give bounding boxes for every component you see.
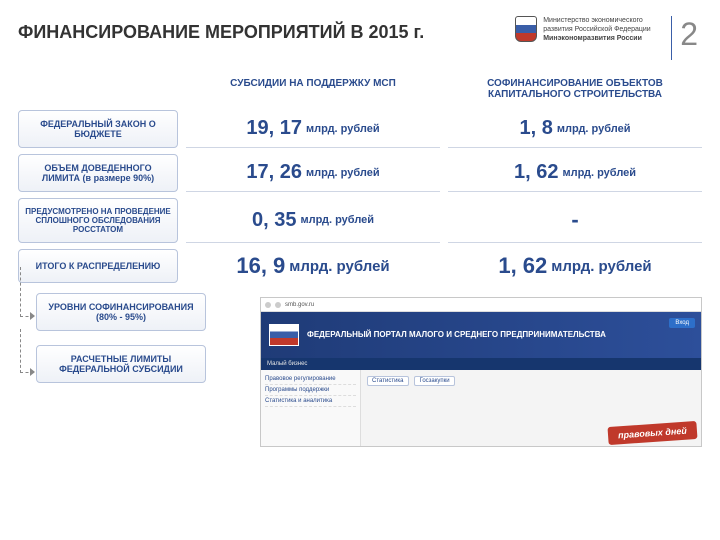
unit: млрд. рублей xyxy=(306,167,380,179)
value: 19, 17 xyxy=(246,117,302,140)
unit: млрд. рублей xyxy=(557,123,631,135)
portal-screenshot: smb.gov.ru ФЕДЕРАЛЬНЫЙ ПОРТАЛ МАЛОГО И С… xyxy=(260,297,702,447)
portal-nav: Малый бизнес xyxy=(261,358,701,370)
page-number: 2 xyxy=(680,16,702,53)
table-row: ФЕДЕРАЛЬНЫЙ ЗАКОН О БЮДЖЕТЕ 19, 17 млрд.… xyxy=(18,110,702,148)
portal-sidebar: Правовое регулирование Программы поддерж… xyxy=(261,370,361,446)
flow-box1-line1: УРОВНИ СОФИНАНСИРОВАНИЯ xyxy=(43,302,199,312)
unit: млрд. рублей xyxy=(562,167,636,179)
cell-r1-c2: 1, 8 млрд. рублей xyxy=(448,110,702,148)
flow-box1-line2: (80% - 95%) xyxy=(43,312,199,322)
portal-body: Правовое регулирование Программы поддерж… xyxy=(261,370,701,446)
value: 17, 26 xyxy=(246,161,302,184)
url-text: smb.gov.ru xyxy=(285,302,314,308)
column-header-subsidies: СУБСИДИИ НА ПОДДЕРЖКУ МСП xyxy=(186,74,440,104)
portal-title: ФЕДЕРАЛЬНЫЙ ПОРТАЛ МАЛОГО И СРЕДНЕГО ПРЕ… xyxy=(307,330,606,340)
tag: Госзакупки xyxy=(414,376,454,386)
cell-r3-c1: 0, 35 млрд. рублей xyxy=(186,198,440,243)
cell-r4-c1: 16, 9 млрд. рублей xyxy=(186,249,440,283)
table-row-total: ИТОГО К РАСПРЕДЕЛЕНИЮ 16, 9 млрд. рублей… xyxy=(18,249,702,283)
ministry-text: Министерство экономического развития Рос… xyxy=(543,16,663,43)
page-title: ФИНАНСИРОВАНИЕ МЕРОПРИЯТИЙ В 2015 г. xyxy=(18,16,515,43)
arrow-icon xyxy=(30,312,35,320)
value: 16, 9 xyxy=(236,253,285,279)
row-label-rosstat: ПРЕДУСМОТРЕНО НА ПРОВЕДЕНИЕ СПЛОШНОГО ОБ… xyxy=(18,198,178,243)
flow-diagram: УРОВНИ СОФИНАНСИРОВАНИЯ (80% - 95%) РАСЧ… xyxy=(0,293,250,447)
unit: млрд. рублей xyxy=(300,214,374,226)
nav-back-icon xyxy=(265,302,271,308)
flow-box-calc-limits: РАСЧЕТНЫЕ ЛИМИТЫ ФЕДЕРАЛЬНОЙ СУБСИДИИ xyxy=(36,345,206,383)
flag-icon xyxy=(269,324,299,346)
header: ФИНАНСИРОВАНИЕ МЕРОПРИЯТИЙ В 2015 г. Мин… xyxy=(0,0,720,60)
value-dash: - xyxy=(571,207,578,233)
flow-box2-line2: ФЕДЕРАЛЬНОЙ СУБСИДИИ xyxy=(43,364,199,374)
portal-main: Статистика Госзакупки правовых дней xyxy=(361,370,701,446)
value: 0, 35 xyxy=(252,209,296,232)
connector-line-icon xyxy=(20,329,34,373)
table-header-row: СУБСИДИИ НА ПОДДЕРЖКУ МСП СОФИНАНСИРОВАН… xyxy=(18,74,702,104)
sidebar-item: Правовое регулирование xyxy=(265,374,356,385)
login-badge: Вход xyxy=(669,318,695,328)
tag: Статистика xyxy=(367,376,409,386)
arrow-icon xyxy=(30,368,35,376)
unit: млрд. рублей xyxy=(306,123,380,135)
col2-line1: СОФИНАНСИРОВАНИЕ ОБЪЕКТОВ xyxy=(450,78,700,89)
column-header-cofinancing: СОФИНАНСИРОВАНИЕ ОБЪЕКТОВ КАПИТАЛЬНОГО С… xyxy=(448,74,702,104)
flow-box2-line1: РАСЧЕТНЫЕ ЛИМИТЫ xyxy=(43,354,199,364)
unit: млрд. рублей xyxy=(289,258,389,275)
promo-badge: правовых дней xyxy=(608,421,698,445)
portal-banner: ФЕДЕРАЛЬНЫЙ ПОРТАЛ МАЛОГО И СРЕДНЕГО ПРЕ… xyxy=(261,312,701,358)
value: 1, 62 xyxy=(498,253,547,279)
cell-r2-c2: 1, 62 млрд. рублей xyxy=(448,154,702,192)
header-divider xyxy=(671,16,672,60)
financing-table: СУБСИДИИ НА ПОДДЕРЖКУ МСП СОФИНАНСИРОВАН… xyxy=(0,60,720,283)
ministry-line2: развития Российской Федерации xyxy=(543,25,663,34)
emblem-icon xyxy=(515,16,537,42)
row-label-total: ИТОГО К РАСПРЕДЕЛЕНИЮ xyxy=(18,249,178,283)
header-spacer xyxy=(18,74,178,104)
nav-forward-icon xyxy=(275,302,281,308)
col2-line2: КАПИТАЛЬНОГО СТРОИТЕЛЬСТВА xyxy=(450,89,700,100)
sidebar-item: Программы поддержки xyxy=(265,385,356,396)
cell-r3-c2: - xyxy=(448,198,702,243)
value: 1, 8 xyxy=(520,117,553,140)
flow-box-cofinancing-levels: УРОВНИ СОФИНАНСИРОВАНИЯ (80% - 95%) xyxy=(36,293,206,331)
unit: млрд. рублей xyxy=(551,258,651,275)
cell-r4-c2: 1, 62 млрд. рублей xyxy=(448,249,702,283)
row-label-limit: ОБЪЕМ ДОВЕДЕННОГО ЛИМИТА (в размере 90%) xyxy=(18,154,178,192)
table-row: ПРЕДУСМОТРЕНО НА ПРОВЕДЕНИЕ СПЛОШНОГО ОБ… xyxy=(18,198,702,243)
row-label-federal-law: ФЕДЕРАЛЬНЫЙ ЗАКОН О БЮДЖЕТЕ xyxy=(18,110,178,148)
table-row: ОБЪЕМ ДОВЕДЕННОГО ЛИМИТА (в размере 90%)… xyxy=(18,154,702,192)
ministry-line1: Министерство экономического xyxy=(543,16,663,25)
ministry-line3: Минэкономразвития России xyxy=(543,34,663,43)
browser-toolbar: smb.gov.ru xyxy=(261,298,701,312)
cell-r1-c1: 19, 17 млрд. рублей xyxy=(186,110,440,148)
connector-line-icon xyxy=(20,267,34,317)
sidebar-item: Статистика и аналитика xyxy=(265,396,356,407)
cell-r2-c1: 17, 26 млрд. рублей xyxy=(186,154,440,192)
value: 1, 62 xyxy=(514,161,558,184)
bottom-zone: УРОВНИ СОФИНАНСИРОВАНИЯ (80% - 95%) РАСЧ… xyxy=(0,293,720,447)
ministry-block: Министерство экономического развития Рос… xyxy=(515,16,663,43)
